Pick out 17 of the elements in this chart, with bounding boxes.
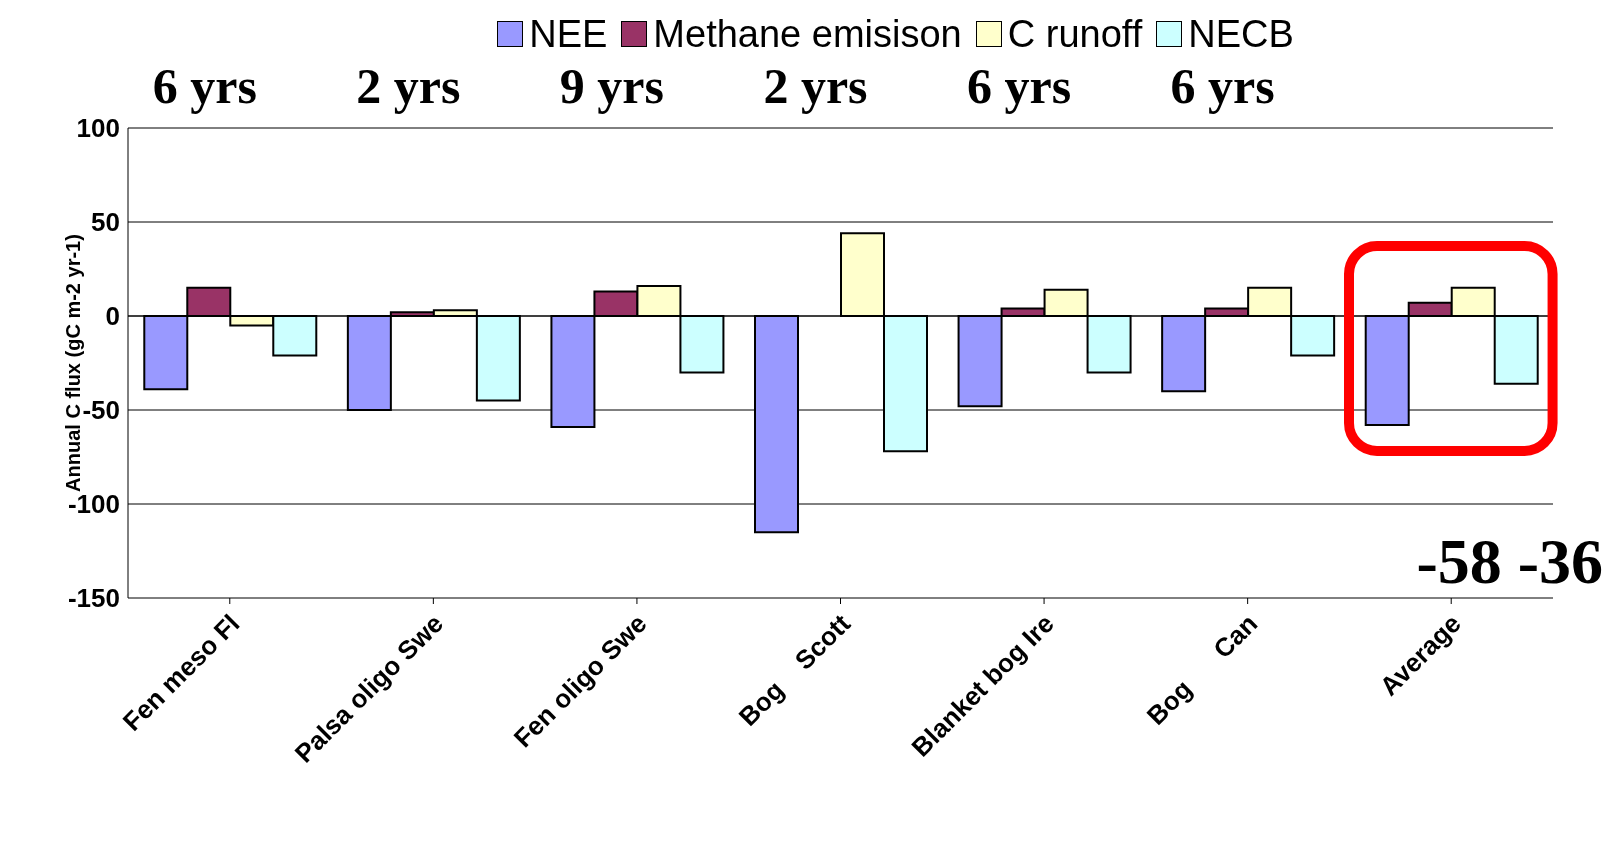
text: 6 yrs bbox=[151, 58, 258, 114]
y-tick-label: 50 bbox=[91, 207, 120, 238]
annotation: -58 -36 bbox=[1416, 525, 1603, 597]
text: 6 yrs bbox=[966, 58, 1073, 114]
text: 2 yrs bbox=[762, 58, 869, 114]
legend-label: C runoff bbox=[1007, 12, 1143, 56]
legend-label: NECB bbox=[1188, 12, 1294, 56]
y-tick-label: -50 bbox=[82, 395, 120, 426]
text: 9 yrs bbox=[558, 58, 665, 114]
text: 2 yrs bbox=[355, 58, 462, 114]
text: 6 yrs bbox=[1169, 58, 1276, 114]
x-tick-label: Bog Can bbox=[1140, 608, 1264, 731]
y-tick-label: -150 bbox=[67, 583, 120, 614]
y-tick-label: 0 bbox=[105, 301, 120, 332]
legend-label: Methane emisison bbox=[653, 12, 962, 56]
legend-label: NEE bbox=[529, 12, 608, 56]
y-tick-label: 100 bbox=[76, 113, 120, 144]
